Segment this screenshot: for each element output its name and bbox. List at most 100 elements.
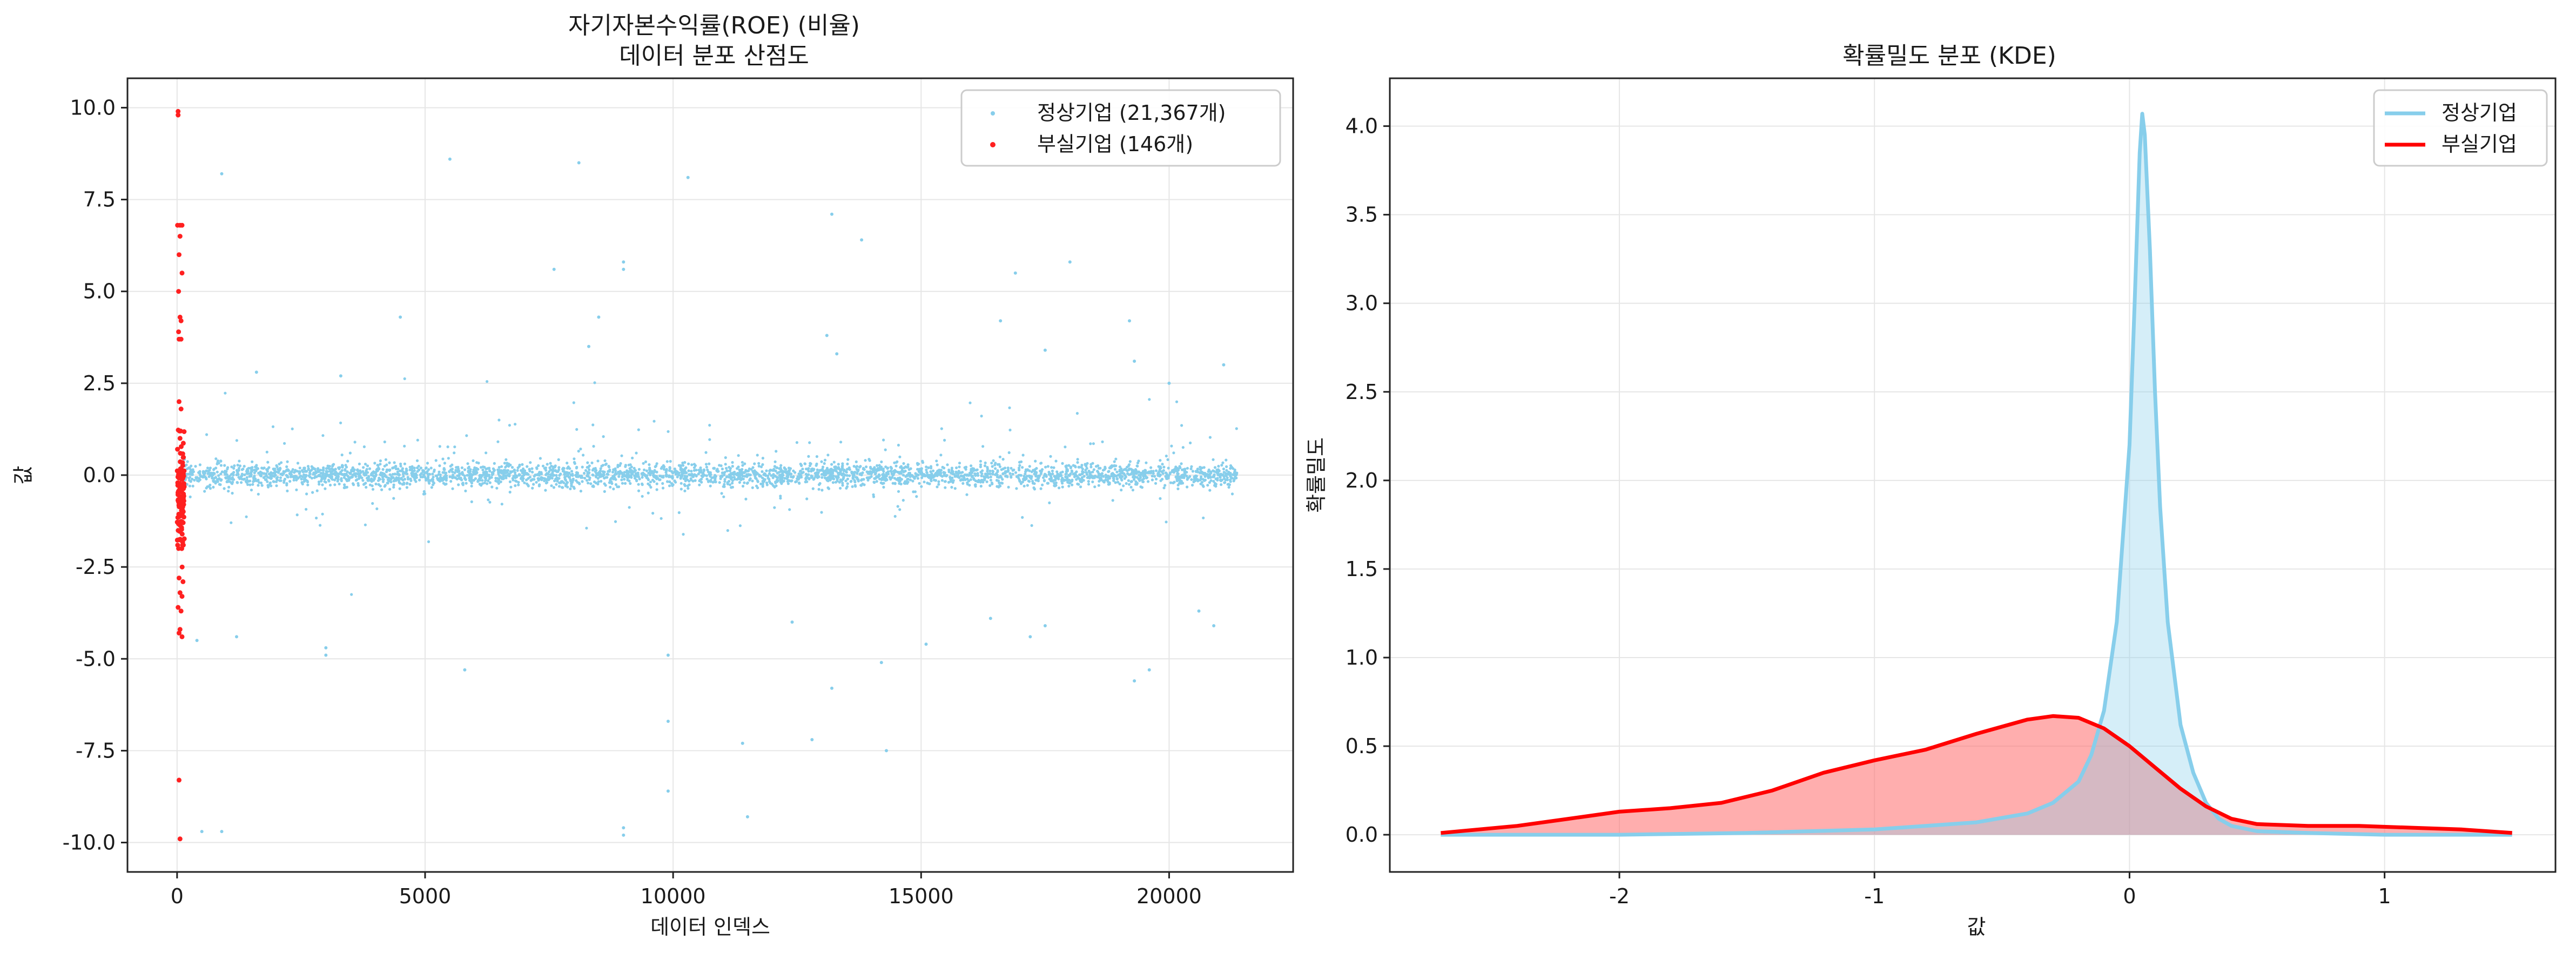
y-tick-label: 0.0 <box>83 463 116 487</box>
scatter-point-normal <box>1071 483 1074 486</box>
scatter-point-normal <box>1162 486 1166 490</box>
scatter-point-normal <box>1033 472 1036 476</box>
scatter-point-normal <box>232 466 236 470</box>
scatter-point-normal <box>540 476 543 479</box>
scatter-point-normal <box>766 476 770 480</box>
scatter-point-normal-outlier <box>745 815 749 818</box>
scatter-point-normal <box>581 465 584 469</box>
scatter-point-normal <box>662 464 665 467</box>
scatter-point-normal <box>630 476 633 479</box>
scatter-point-normal <box>379 459 382 463</box>
scatter-point-normal <box>591 423 595 427</box>
scatter-point-normal <box>189 495 192 499</box>
scatter-point-normal <box>1053 484 1057 488</box>
scatter-point-normal <box>263 466 266 470</box>
scatter-point-normal <box>295 488 298 491</box>
scatter-point-normal <box>254 465 257 469</box>
scatter-point-normal <box>641 471 645 475</box>
scatter-point-normal <box>226 466 230 469</box>
scatter-point-normal <box>426 462 429 465</box>
scatter-point-normal <box>756 454 759 457</box>
scatter-point-normal <box>775 476 778 479</box>
scatter-point-normal <box>474 468 477 471</box>
scatter-point-normal <box>884 465 887 469</box>
scatter-point-normal <box>1058 486 1061 490</box>
scatter-point-normal <box>709 479 712 482</box>
scatter-point-normal <box>741 468 744 471</box>
scatter-point-normal <box>668 466 671 469</box>
scatter-point-normal <box>405 468 408 471</box>
scatter-point-normal <box>647 478 650 482</box>
scatter-point-bankrupt-outlier <box>177 627 183 632</box>
scatter-point-normal <box>855 460 858 464</box>
scatter-point-normal <box>830 468 833 471</box>
scatter-point-normal <box>559 481 562 484</box>
scatter-point-normal <box>188 466 191 470</box>
scatter-point-normal <box>895 461 898 464</box>
y-tick-label: 0.0 <box>1346 823 1378 847</box>
scatter-point-normal <box>291 427 294 431</box>
scatter-point-normal <box>721 475 724 478</box>
scatter-point-normal <box>979 459 982 463</box>
scatter-point-normal <box>1092 468 1095 471</box>
scatter-point-normal <box>1104 466 1107 470</box>
scatter-point-normal <box>934 479 937 482</box>
scatter-point-normal <box>269 475 272 478</box>
scatter-point-normal <box>1116 481 1120 484</box>
scatter-point-normal <box>275 465 279 469</box>
scatter-point-normal <box>933 475 936 478</box>
scatter-point-normal <box>723 473 726 477</box>
scatter-point-normal <box>348 451 352 455</box>
scatter-point-normal <box>904 480 908 483</box>
scatter-point-normal <box>743 462 746 465</box>
scatter-point-normal <box>570 470 574 473</box>
scatter-point-normal <box>943 438 946 442</box>
scatter-point-normal <box>753 462 756 465</box>
scatter-point-normal <box>738 473 742 477</box>
scatter-point-normal <box>665 468 668 471</box>
scatter-point-normal <box>218 478 221 481</box>
scatter-point-normal <box>1152 472 1155 475</box>
kde-legend: 정상기업 부실기업 <box>2373 89 2548 167</box>
scatter-point-normal <box>748 478 751 482</box>
scatter-point-normal <box>714 478 717 481</box>
scatter-point-normal <box>856 469 859 472</box>
scatter-point-normal <box>1035 466 1038 470</box>
scatter-point-normal <box>995 472 998 476</box>
scatter-point-normal <box>1199 465 1202 469</box>
scatter-point-normal-outlier <box>1212 624 1216 627</box>
kde-line-bankrupt <box>1441 714 2512 835</box>
scatter-point-normal <box>913 477 916 480</box>
scatter-point-normal <box>237 466 240 470</box>
scatter-point-normal <box>345 473 348 476</box>
scatter-point-normal <box>547 472 550 476</box>
scatter-point-normal <box>1209 476 1212 479</box>
scatter-point-bankrupt-outlier <box>176 289 181 294</box>
scatter-point-normal <box>219 464 223 467</box>
scatter-point-normal <box>660 517 663 520</box>
scatter-point-normal <box>1087 480 1090 483</box>
scatter-point-normal <box>1089 471 1092 475</box>
scatter-point-normal <box>385 470 388 473</box>
scatter-point-normal <box>786 482 790 485</box>
scatter-point-normal <box>346 470 349 473</box>
scatter-point-normal <box>266 461 270 464</box>
scatter-point-normal <box>756 486 759 490</box>
scatter-point-normal <box>582 454 585 457</box>
scatter-point-normal <box>665 480 669 483</box>
scatter-point-normal <box>340 478 343 481</box>
scatter-point-normal <box>624 464 627 467</box>
scatter-point-normal <box>651 512 655 515</box>
scatter-point-normal <box>332 463 335 466</box>
scatter-point-normal <box>251 460 254 463</box>
scatter-point-normal <box>446 445 449 449</box>
scatter-point-normal <box>766 474 770 477</box>
scatter-point-normal <box>1215 471 1218 474</box>
scatter-point-normal <box>399 464 402 468</box>
scatter-point-normal <box>923 481 926 484</box>
scatter-point-normal-outlier <box>1222 363 1226 367</box>
scatter-point-normal <box>731 479 734 482</box>
scatter-point-normal <box>893 482 897 485</box>
scatter-point-normal <box>794 481 797 484</box>
y-tick-label: -5.0 <box>76 647 116 671</box>
